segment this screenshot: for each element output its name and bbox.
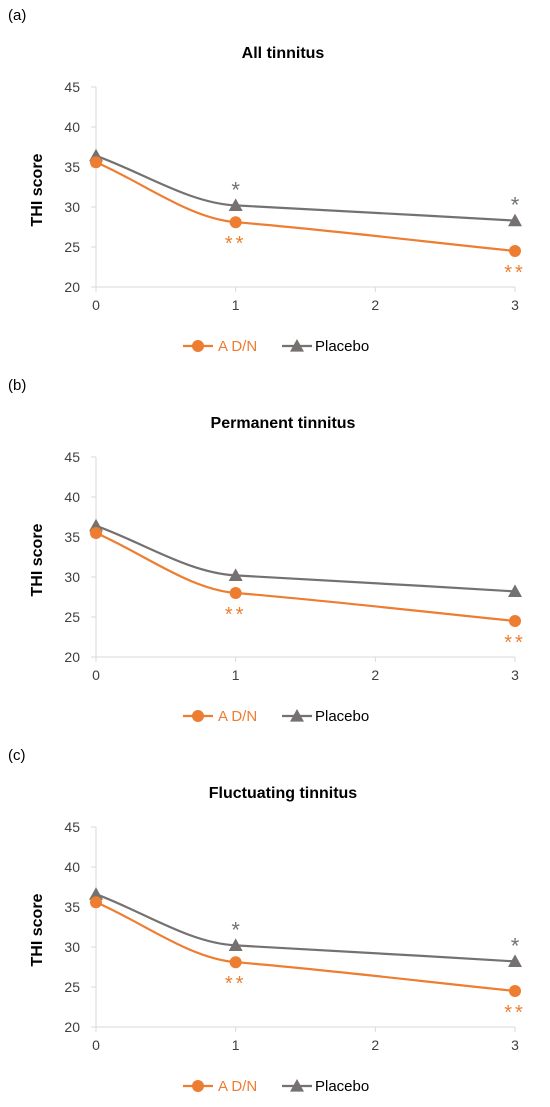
- legend-label: A D/N: [218, 338, 257, 355]
- data-point: [228, 568, 243, 581]
- data-point: [508, 213, 522, 227]
- data-point: [90, 896, 102, 909]
- y-tick-label: 20: [64, 649, 80, 665]
- chart-title: Permanent tinnitus: [211, 415, 356, 432]
- chart-title: All tinnitus: [242, 45, 325, 62]
- data-point: [229, 956, 242, 969]
- data-point: [509, 615, 521, 627]
- y-tick-label: 45: [64, 449, 80, 465]
- significance-annotation: **: [504, 1002, 526, 1024]
- y-axis-label: THI score: [29, 523, 46, 596]
- legend: A D/N Placebo: [183, 338, 369, 355]
- series-line-circle: [95, 531, 516, 623]
- x-tick-label: 1: [232, 667, 240, 683]
- data-point: [90, 156, 102, 169]
- series-line-triangle: [95, 154, 516, 222]
- legend-label: Placebo: [315, 708, 369, 725]
- y-tick-label: 25: [64, 979, 80, 995]
- y-tick-label: 20: [64, 1019, 80, 1035]
- data-point: [508, 954, 522, 967]
- legend: A D/N Placebo: [183, 708, 369, 725]
- significance-annotation: *: [511, 933, 520, 958]
- significance-annotation: *: [231, 177, 240, 202]
- legend-marker: [290, 339, 304, 352]
- data-point: [228, 938, 243, 951]
- y-tick-label: 30: [64, 939, 80, 955]
- y-tick-label: 40: [64, 119, 80, 135]
- significance-annotation: **: [504, 632, 526, 654]
- series-line-circle: [95, 161, 516, 253]
- y-tick-label: 40: [64, 489, 80, 505]
- chart-panel-2: (b) Permanent tinnitus 20 25 30 35 40 45 0 1 2 3 THI…: [8, 377, 526, 725]
- data-point: [509, 245, 521, 257]
- significance-annotation: **: [225, 604, 247, 626]
- y-tick-label: 40: [64, 859, 80, 875]
- x-tick-label: 3: [511, 297, 519, 313]
- y-tick-label: 30: [64, 569, 80, 585]
- data-point: [228, 198, 243, 211]
- x-tick-label: 0: [92, 667, 100, 683]
- series-line-circle: [95, 901, 516, 993]
- legend-label: Placebo: [315, 338, 369, 355]
- legend-label: A D/N: [218, 1078, 257, 1095]
- x-tick-label: 2: [371, 667, 379, 683]
- legend-marker: [192, 1080, 204, 1092]
- x-tick-label: 3: [511, 667, 519, 683]
- data-point: [90, 527, 102, 539]
- legend-marker: [192, 340, 204, 352]
- legend-label: Placebo: [315, 1078, 369, 1095]
- y-axis-label: THI score: [29, 893, 46, 966]
- y-tick-label: 25: [64, 239, 80, 255]
- significance-annotation: *: [511, 193, 520, 218]
- y-tick-label: 35: [64, 159, 80, 175]
- panel-letter: (b): [8, 377, 26, 394]
- x-tick-label: 0: [92, 1037, 100, 1053]
- y-tick-label: 35: [64, 899, 80, 915]
- data-point: [89, 887, 103, 900]
- legend-label: A D/N: [218, 708, 257, 725]
- chart-panel-1: (a) All tinnitus 20 25 30 35 40 45 0 1 2 3 THI score…: [8, 7, 526, 355]
- y-tick-label: 25: [64, 609, 80, 625]
- y-tick-label: 20: [64, 279, 80, 295]
- chart-panel-3: (c) Fluctuating tinnitus 20 25 30 35 40 45 0 1 2 3 T…: [8, 747, 526, 1095]
- series-line-triangle: [95, 893, 516, 963]
- y-axis-label: THI score: [29, 153, 46, 226]
- y-tick-label: 35: [64, 529, 80, 545]
- legend-marker: [192, 710, 204, 722]
- data-point: [229, 587, 242, 599]
- series-line-triangle: [95, 524, 516, 593]
- x-tick-label: 1: [232, 297, 240, 313]
- y-tick-label: 45: [64, 819, 80, 835]
- data-point: [229, 216, 242, 229]
- x-tick-label: 2: [371, 297, 379, 313]
- data-point: [509, 985, 521, 997]
- x-tick-label: 3: [511, 1037, 519, 1053]
- y-tick-label: 30: [64, 199, 80, 215]
- legend-marker: [290, 709, 304, 722]
- significance-annotation: *: [231, 917, 240, 942]
- y-tick-label: 45: [64, 79, 80, 95]
- legend-marker: [290, 1079, 304, 1092]
- legend: A D/N Placebo: [183, 1078, 369, 1095]
- significance-annotation: **: [225, 233, 247, 255]
- chart-title: Fluctuating tinnitus: [209, 785, 358, 802]
- x-tick-label: 1: [232, 1037, 240, 1053]
- data-point: [508, 584, 522, 597]
- panel-letter: (a): [8, 7, 26, 24]
- significance-annotation: **: [504, 262, 526, 284]
- x-tick-label: 0: [92, 297, 100, 313]
- panel-letter: (c): [8, 747, 26, 764]
- significance-annotation: **: [225, 973, 247, 995]
- x-tick-label: 2: [371, 1037, 379, 1053]
